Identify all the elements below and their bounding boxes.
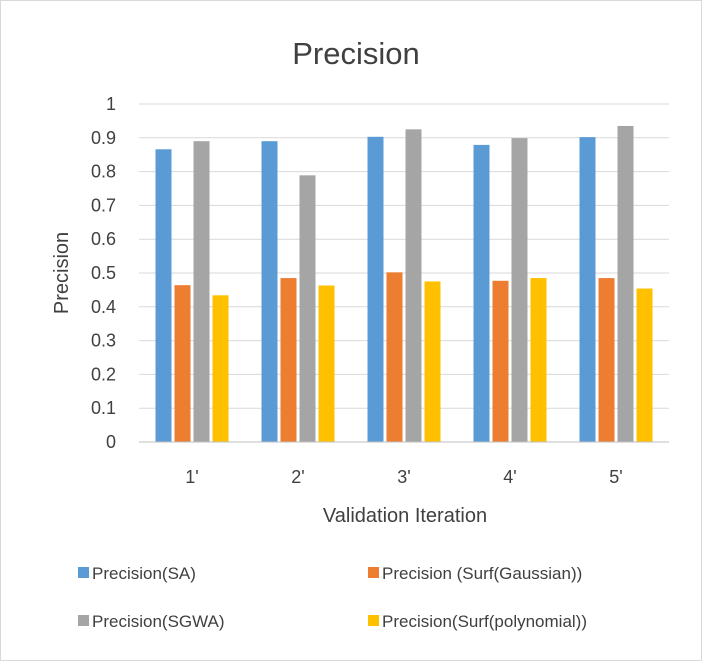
- bar: [579, 137, 596, 442]
- bar: [193, 141, 210, 442]
- y-tick-label: 0.7: [91, 195, 116, 215]
- legend-swatch: [368, 615, 379, 626]
- legend-swatch: [78, 567, 89, 578]
- x-tick-label: 3': [397, 467, 410, 487]
- y-tick-label: 0.8: [91, 162, 116, 182]
- y-tick-label: 0.9: [91, 128, 116, 148]
- bar: [492, 280, 509, 442]
- y-tick-label: 0.3: [91, 331, 116, 351]
- chart-title: Precision: [292, 36, 420, 71]
- y-tick-label: 0.2: [91, 364, 116, 384]
- bar: [617, 125, 634, 442]
- bar: [636, 288, 653, 442]
- legend: Precision(SA) Precision (Surf(Gaussian)) P…: [78, 564, 587, 631]
- legend-label: Precision(SA): [92, 564, 196, 583]
- legend-label: Precision(Surf(polynomial)): [382, 612, 587, 631]
- y-axis-label: Precision: [51, 232, 73, 314]
- bar: [424, 281, 441, 442]
- y-axis-ticks: 0 0.1 0.2 0.3 0.4 0.5 0.6 0.7 0.8 0.9 1: [91, 94, 116, 452]
- legend-label: Precision (Surf(Gaussian)): [382, 564, 582, 583]
- bar: [473, 144, 490, 442]
- legend-swatch: [78, 615, 89, 626]
- bar: [212, 295, 229, 442]
- bar: [299, 175, 316, 442]
- y-tick-label: 0.5: [91, 263, 116, 283]
- x-tick-label: 4': [503, 467, 516, 487]
- x-tick-label: 2': [291, 467, 304, 487]
- legend-swatch: [368, 567, 379, 578]
- x-axis-label: Validation Iteration: [323, 505, 487, 527]
- x-tick-label: 1': [185, 467, 198, 487]
- y-tick-label: 0: [106, 432, 116, 452]
- bar: [280, 278, 297, 442]
- bar: [318, 285, 335, 442]
- y-tick-label: 0.6: [91, 229, 116, 249]
- bar: [155, 149, 172, 443]
- y-tick-label: 1: [106, 94, 116, 114]
- bar: [367, 136, 384, 442]
- bar: [511, 138, 528, 442]
- y-tick-label: 0.1: [91, 398, 116, 418]
- x-tick-label: 5': [609, 467, 622, 487]
- bar: [261, 141, 278, 442]
- bar: [598, 278, 615, 442]
- y-tick-label: 0.4: [91, 297, 116, 317]
- x-axis-ticks: 1' 2' 3' 4' 5': [185, 467, 622, 487]
- bar: [405, 129, 422, 442]
- bar: [386, 272, 403, 442]
- legend-label: Precision(SGWA): [92, 612, 225, 631]
- bars: [155, 125, 653, 443]
- bar: [174, 285, 191, 442]
- bar: [530, 278, 547, 442]
